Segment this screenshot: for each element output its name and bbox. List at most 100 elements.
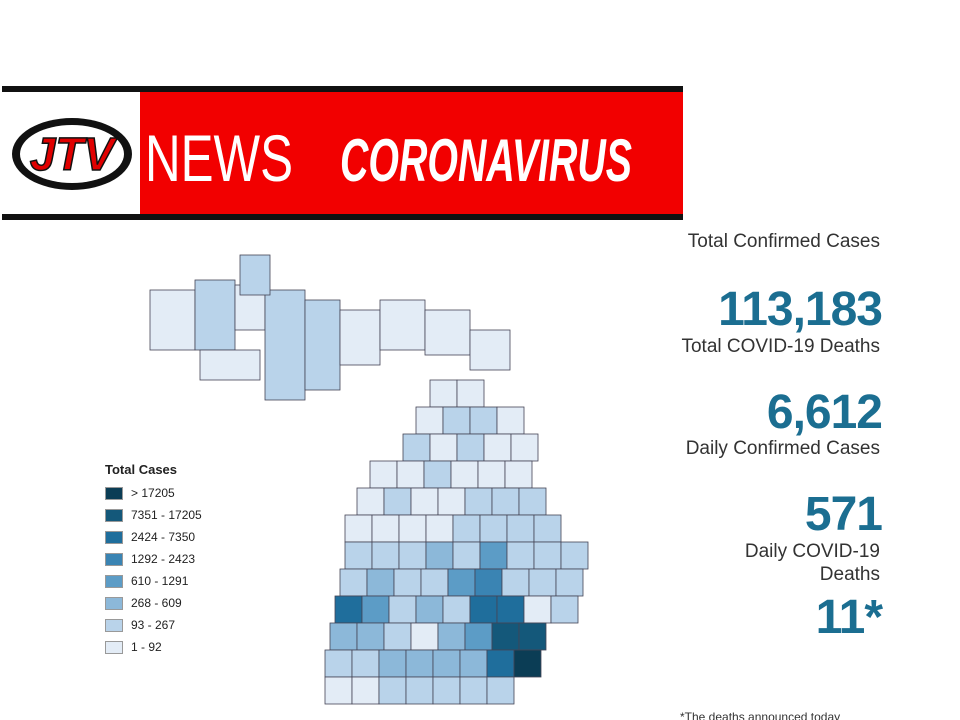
county <box>528 568 557 597</box>
legend-item: 1292 - 2423 <box>105 552 195 566</box>
county <box>324 649 353 678</box>
county <box>560 541 589 570</box>
legend-label: 7351 - 17205 <box>131 508 202 522</box>
county <box>450 460 479 489</box>
county <box>149 289 196 351</box>
county <box>442 595 471 624</box>
county <box>442 406 471 435</box>
county <box>388 595 417 624</box>
county <box>356 622 385 651</box>
county <box>437 487 466 516</box>
county <box>506 514 535 543</box>
county <box>410 622 439 651</box>
county <box>479 514 508 543</box>
legend-swatch <box>105 574 123 588</box>
county <box>339 568 368 597</box>
county <box>452 514 481 543</box>
county <box>447 568 476 597</box>
county <box>194 279 236 351</box>
legend-label: 93 - 267 <box>131 618 176 632</box>
county <box>459 676 488 705</box>
county <box>452 541 481 570</box>
county <box>383 487 412 516</box>
county <box>429 379 458 408</box>
legend-label: 268 - 609 <box>131 596 182 610</box>
county <box>510 433 539 462</box>
county <box>469 595 498 624</box>
county <box>405 649 434 678</box>
stat-label: Daily Confirmed Cases <box>685 438 880 459</box>
county <box>456 379 485 408</box>
county <box>199 349 261 381</box>
county <box>533 541 562 570</box>
county <box>329 622 358 651</box>
county <box>437 622 466 651</box>
legend-swatch <box>105 508 123 522</box>
county <box>496 595 525 624</box>
legend-item: 268 - 609 <box>105 596 182 610</box>
county <box>339 309 381 366</box>
county <box>344 514 373 543</box>
county <box>351 676 380 705</box>
county <box>456 433 485 462</box>
county <box>396 460 425 489</box>
county <box>410 487 439 516</box>
county <box>486 676 515 705</box>
legend-title: Total Cases <box>105 462 178 477</box>
county <box>379 299 426 351</box>
legend-label: > 17205 <box>131 486 175 500</box>
legend-swatch <box>105 618 123 632</box>
county <box>423 460 452 489</box>
stat-label: Total Confirmed Cases <box>687 231 880 252</box>
logo-inner <box>20 125 124 183</box>
county <box>491 622 520 651</box>
legend-swatch <box>105 530 123 544</box>
legend-item: 1 - 92 <box>105 640 162 654</box>
county <box>491 487 520 516</box>
county <box>477 460 506 489</box>
county <box>420 568 449 597</box>
legend-label: 610 - 1291 <box>131 574 189 588</box>
legend-swatch <box>105 596 123 610</box>
county <box>464 487 493 516</box>
county <box>402 433 431 462</box>
stat-value: 11* <box>815 591 883 644</box>
legend-swatch <box>105 486 123 500</box>
county <box>366 568 395 597</box>
county <box>378 676 407 705</box>
county <box>533 514 562 543</box>
county <box>432 649 461 678</box>
legend-label: 2424 - 7350 <box>131 530 196 544</box>
stat-label: Total COVID-19 Deaths <box>681 336 880 357</box>
county <box>550 595 579 624</box>
legend-label: 1292 - 2423 <box>131 552 196 566</box>
topic-text: CORONAVIRUS <box>340 127 632 194</box>
county <box>398 514 427 543</box>
county <box>432 676 461 705</box>
logo-text: JTV <box>30 128 118 180</box>
county <box>383 622 412 651</box>
county <box>324 676 353 705</box>
michigan-map <box>149 254 589 705</box>
legend-swatch <box>105 552 123 566</box>
county <box>361 595 390 624</box>
county <box>429 433 458 462</box>
county <box>501 568 530 597</box>
county <box>369 460 398 489</box>
county <box>479 541 508 570</box>
county <box>344 541 373 570</box>
county <box>264 289 306 401</box>
legend-item: > 17205 <box>105 486 175 500</box>
county <box>506 541 535 570</box>
county <box>555 568 584 597</box>
footnote: *The deaths announced today <box>680 710 841 720</box>
legend-item: 2424 - 7350 <box>105 530 195 544</box>
county <box>425 514 454 543</box>
county <box>378 649 407 678</box>
stat-label: Daily COVID-19 Deaths <box>744 541 880 585</box>
county <box>415 406 444 435</box>
stat-value: 571 <box>804 488 883 541</box>
county <box>513 649 542 678</box>
